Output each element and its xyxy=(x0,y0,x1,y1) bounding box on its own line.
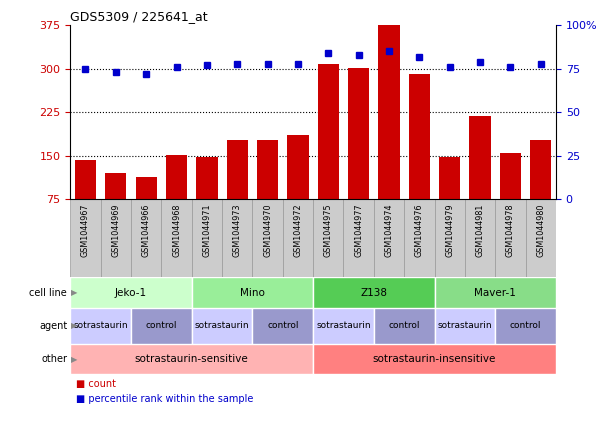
Text: sotrastaurin: sotrastaurin xyxy=(73,321,128,330)
Bar xyxy=(465,199,496,277)
Bar xyxy=(222,199,252,277)
Text: GSM1044980: GSM1044980 xyxy=(536,203,546,256)
Text: GSM1044966: GSM1044966 xyxy=(142,203,151,256)
Bar xyxy=(283,199,313,277)
Text: GSM1044974: GSM1044974 xyxy=(384,203,393,257)
Text: GSM1044968: GSM1044968 xyxy=(172,203,181,256)
Text: GSM1044973: GSM1044973 xyxy=(233,203,242,257)
Text: sotrastaurin: sotrastaurin xyxy=(316,321,371,330)
Bar xyxy=(70,308,131,344)
Bar xyxy=(434,277,556,308)
Bar xyxy=(530,140,552,199)
Bar xyxy=(70,199,101,277)
Bar xyxy=(287,135,309,199)
Bar xyxy=(318,64,339,199)
Bar xyxy=(374,308,434,344)
Text: other: other xyxy=(41,354,67,364)
Text: GSM1044978: GSM1044978 xyxy=(506,203,515,257)
Text: sotrastaurin-insensitive: sotrastaurin-insensitive xyxy=(373,354,496,364)
Text: control: control xyxy=(389,321,420,330)
Text: ■ percentile rank within the sample: ■ percentile rank within the sample xyxy=(76,394,254,404)
Text: GSM1044976: GSM1044976 xyxy=(415,203,424,257)
Bar xyxy=(313,277,434,308)
Text: ▶: ▶ xyxy=(71,321,78,330)
Bar xyxy=(378,25,400,199)
Text: control: control xyxy=(510,321,541,330)
Bar xyxy=(252,308,313,344)
Bar xyxy=(348,68,369,199)
Bar xyxy=(131,199,161,277)
Bar xyxy=(227,140,248,199)
Text: ■ count: ■ count xyxy=(76,379,116,389)
Text: sotrastaurin: sotrastaurin xyxy=(195,321,249,330)
Text: GDS5309 / 225641_at: GDS5309 / 225641_at xyxy=(70,10,208,23)
Bar xyxy=(434,199,465,277)
Text: Mino: Mino xyxy=(240,288,265,298)
Text: GSM1044977: GSM1044977 xyxy=(354,203,363,257)
Text: Maver-1: Maver-1 xyxy=(474,288,516,298)
Bar xyxy=(75,160,96,199)
Text: cell line: cell line xyxy=(29,288,67,298)
Bar xyxy=(409,74,430,199)
Bar xyxy=(252,199,283,277)
Bar xyxy=(196,157,218,199)
Bar xyxy=(374,199,404,277)
Bar xyxy=(439,157,460,199)
Bar xyxy=(313,199,343,277)
Text: Jeko-1: Jeko-1 xyxy=(115,288,147,298)
Text: GSM1044969: GSM1044969 xyxy=(111,203,120,257)
Text: control: control xyxy=(267,321,299,330)
Text: control: control xyxy=(145,321,177,330)
Text: GSM1044975: GSM1044975 xyxy=(324,203,333,257)
Text: ▶: ▶ xyxy=(71,288,78,297)
Bar xyxy=(404,199,434,277)
Bar xyxy=(525,199,556,277)
Bar xyxy=(101,199,131,277)
Bar xyxy=(136,177,157,199)
Text: sotrastaurin: sotrastaurin xyxy=(437,321,492,330)
Bar xyxy=(469,116,491,199)
Text: GSM1044970: GSM1044970 xyxy=(263,203,272,257)
Bar xyxy=(161,199,192,277)
Text: GSM1044971: GSM1044971 xyxy=(202,203,211,257)
Bar xyxy=(496,199,525,277)
Bar xyxy=(343,199,374,277)
Bar xyxy=(131,308,192,344)
Text: sotrastaurin-sensitive: sotrastaurin-sensitive xyxy=(135,354,249,364)
Bar xyxy=(105,173,126,199)
Text: ▶: ▶ xyxy=(71,354,78,364)
Text: Z138: Z138 xyxy=(360,288,387,298)
Bar xyxy=(313,308,374,344)
Text: GSM1044967: GSM1044967 xyxy=(81,203,90,257)
Bar xyxy=(70,277,192,308)
Text: GSM1044981: GSM1044981 xyxy=(475,203,485,256)
Bar xyxy=(192,308,252,344)
Bar xyxy=(70,344,313,374)
Text: GSM1044972: GSM1044972 xyxy=(293,203,302,257)
Bar xyxy=(500,153,521,199)
Bar xyxy=(192,199,222,277)
Bar xyxy=(496,308,556,344)
Text: GSM1044979: GSM1044979 xyxy=(445,203,454,257)
Bar xyxy=(192,277,313,308)
Text: agent: agent xyxy=(39,321,67,331)
Bar xyxy=(313,344,556,374)
Bar xyxy=(257,140,278,199)
Bar xyxy=(166,155,187,199)
Bar xyxy=(434,308,496,344)
